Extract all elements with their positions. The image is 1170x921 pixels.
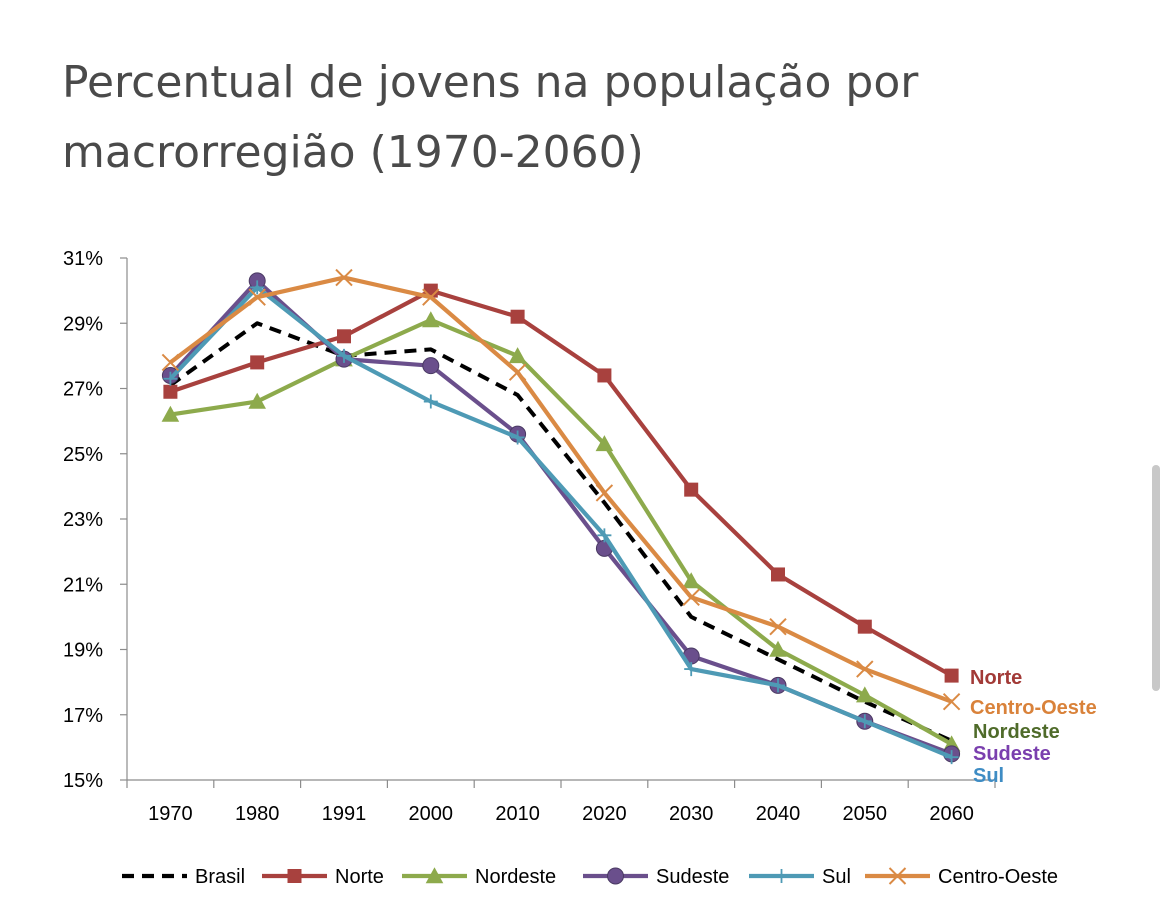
legend-label-norte: Norte: [335, 866, 384, 888]
end-label-sudeste: Sudeste: [973, 743, 1051, 765]
y-tick-label: 25%: [63, 444, 103, 466]
series-line-centro-oeste: [169, 275, 953, 704]
y-tick-label: 29%: [63, 313, 103, 335]
data-point-sul: [337, 348, 351, 363]
y-tick-label: 23%: [63, 509, 103, 531]
y-tick-label: 27%: [63, 379, 103, 401]
data-point-sul: [684, 662, 699, 677]
legend-label-brasil: Brasil: [195, 866, 245, 888]
series-norte: [163, 283, 959, 683]
x-tick-label: 1970: [148, 803, 193, 825]
data-point-sul: [857, 714, 872, 729]
y-tick-label: 15%: [63, 770, 103, 792]
y-tick-label: 19%: [63, 640, 103, 662]
chart-title: Percentual de jovens na população por ma…: [62, 48, 1062, 188]
chart-legend: Brasil Norte Nordeste Sudeste Sul Centro-Oest…: [122, 866, 1058, 888]
end-label-sul: Sul: [973, 765, 1004, 787]
end-label-nordeste: Nordeste: [973, 721, 1060, 743]
data-point-centro-oeste: [942, 692, 961, 711]
x-tick-label: 2040: [756, 803, 801, 825]
legend-marker-sul: [774, 869, 789, 883]
data-point-centro-oeste: [335, 268, 353, 287]
data-point-sudeste: [422, 357, 440, 375]
legend-item-nordeste: Nordeste: [402, 866, 556, 888]
legend-item-sul: Sul: [749, 866, 851, 888]
legend-marker-norte: [287, 869, 302, 883]
legend-marker-sudeste: [607, 867, 624, 885]
x-tick-label: 1991: [322, 803, 367, 825]
data-point-sul: [423, 394, 438, 409]
x-tick-label: 1980: [235, 803, 280, 825]
legend-label-centro-oeste: Centro-Oeste: [938, 866, 1058, 888]
chart-series: [161, 268, 961, 765]
data-point-centro-oeste: [769, 617, 787, 636]
data-point-nordeste: [161, 405, 180, 422]
data-point-centro-oeste: [856, 660, 874, 678]
legend-label-sul: Sul: [822, 866, 851, 888]
legend-item-centro-oeste: Centro-Oeste: [865, 866, 1058, 888]
series-line-norte: [169, 288, 953, 678]
x-tick-label: 2010: [495, 803, 540, 825]
legend-item-brasil: Brasil: [122, 866, 245, 888]
chart-axes: 15% 17% 19% 21% 23% 25% 27% 29% 31% 1970 1980 1991 2…: [63, 248, 996, 825]
series-sul: [163, 280, 959, 765]
page-scrollbar[interactable]: [1152, 465, 1160, 691]
data-point-nordeste: [682, 572, 700, 589]
data-point-norte: [684, 482, 699, 497]
x-tick-label: 2020: [582, 803, 627, 825]
end-label-centro-oeste: Centro-Oeste: [970, 697, 1097, 719]
data-point-centro-oeste: [248, 288, 266, 306]
data-point-norte: [944, 668, 959, 683]
data-point-norte: [337, 329, 351, 344]
data-point-nordeste: [856, 686, 874, 703]
series-line-nordeste: [170, 317, 953, 746]
data-point-nordeste: [248, 392, 266, 409]
series-line-brasil: [169, 321, 953, 743]
data-point-centro-oeste: [595, 484, 614, 502]
chart-title-line-1: Percentual de jovens na população por: [62, 57, 919, 108]
end-label-norte: Norte: [970, 667, 1022, 689]
series-centro-oeste: [161, 268, 961, 711]
data-point-centro-oeste: [161, 353, 180, 372]
legend-marker-nordeste: [425, 867, 444, 884]
data-point-norte: [771, 567, 785, 582]
data-point-centro-oeste: [682, 588, 700, 607]
data-point-centro-oeste: [422, 288, 440, 306]
data-point-norte: [510, 309, 525, 324]
legend-marker-centro-oeste: [888, 867, 907, 885]
data-point-sul: [250, 280, 265, 295]
data-point-sul: [597, 528, 612, 543]
data-point-sul: [163, 371, 178, 386]
legend-label-nordeste: Nordeste: [475, 866, 556, 888]
data-point-norte: [250, 355, 265, 370]
chart-title-line-2: macrorregião (1970-2060): [62, 127, 644, 178]
legend-item-sudeste: Sudeste: [583, 866, 729, 888]
y-tick-label: 21%: [63, 574, 103, 596]
y-tick-label: 31%: [63, 248, 103, 270]
data-point-nordeste: [595, 435, 614, 452]
data-point-nordeste: [769, 640, 787, 657]
x-tick-label: 2060: [929, 803, 974, 825]
data-point-centro-oeste: [508, 363, 527, 381]
data-point-norte: [163, 384, 178, 399]
series-line-sul: [168, 285, 953, 760]
series-brasil: [169, 321, 953, 743]
legend-item-norte: Norte: [262, 866, 384, 888]
data-point-norte: [597, 368, 612, 383]
data-point-nordeste: [422, 311, 440, 328]
x-tick-label: 2000: [409, 803, 454, 825]
data-point-sul: [944, 750, 959, 765]
data-point-nordeste: [508, 347, 527, 364]
legend-label-sudeste: Sudeste: [656, 866, 729, 888]
y-tick-label: 17%: [63, 705, 103, 727]
data-point-norte: [857, 619, 872, 634]
series-nordeste: [161, 311, 961, 752]
x-tick-label: 2050: [843, 803, 888, 825]
data-point-sul: [771, 678, 785, 693]
data-point-sul: [510, 430, 525, 445]
x-tick-label: 2030: [669, 803, 714, 825]
